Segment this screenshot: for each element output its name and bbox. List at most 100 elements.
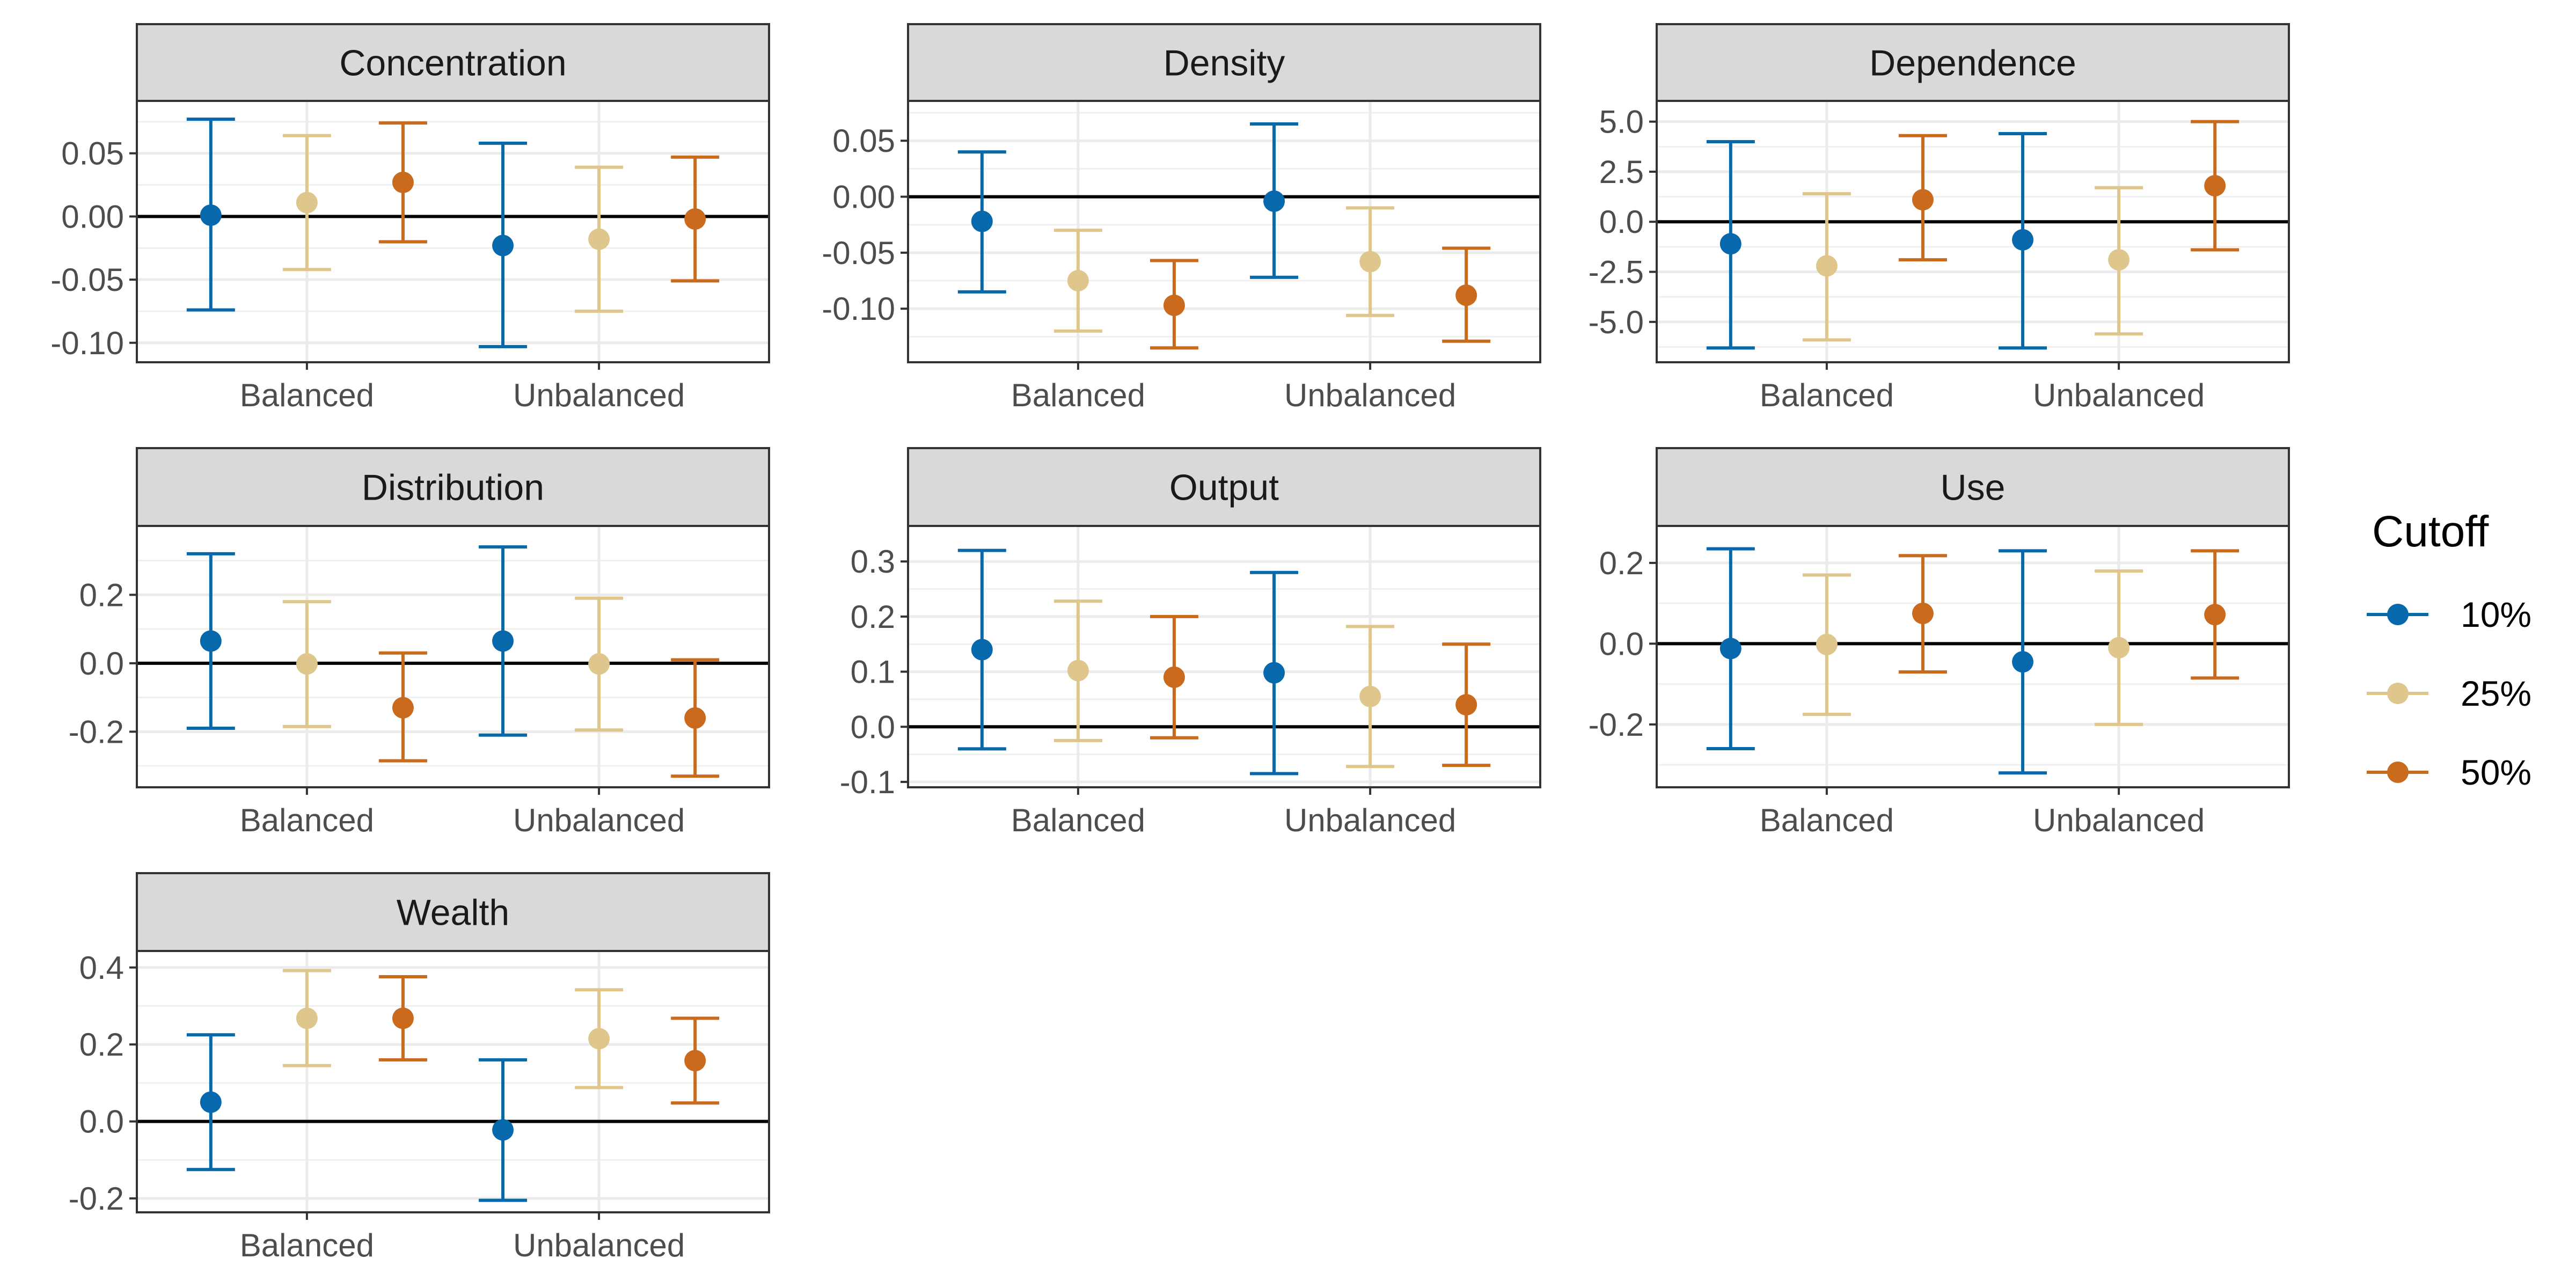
legend-label: 25% <box>2461 674 2531 713</box>
point-series-10pct-balanced <box>1719 233 1741 255</box>
legend-key-50pct: 50% <box>2367 752 2531 792</box>
panel-use: Use 0.2 0.0 -0.2 Balanced Unbalanced <box>1589 447 2290 838</box>
strip-distribution <box>136 447 770 527</box>
point-series-50pct-balanced <box>392 1007 414 1029</box>
strip-concentration <box>136 23 770 102</box>
strip-title: Density <box>1163 43 1285 84</box>
plot-area <box>908 101 1540 362</box>
panel-wealth: Wealth 0.4 0.2 0.0 -0.2 Balanced Unbalanced <box>69 872 770 1263</box>
panel-distribution: Distribution 0.2 0.0 -0.2 Balanced Unbalanced <box>69 447 770 838</box>
panel-density: Density 0.05 0.00 -0.05 -0.10 Balanced Unbalan… <box>822 23 1541 413</box>
y-tick-label: -0.05 <box>822 235 895 271</box>
strip-title: Distribution <box>362 467 544 508</box>
panel-output: Output 0.3 0.2 0.1 0.0 -0.1 Balanced Unbalanced <box>840 447 1541 838</box>
y-tick-label: -0.2 <box>69 714 124 750</box>
point-series-10pct-unbalanced <box>492 1119 514 1141</box>
y-tick-label: -0.10 <box>822 291 895 327</box>
point-series-25pct-balanced <box>296 1007 318 1029</box>
point-series-10pct-unbalanced <box>492 235 514 257</box>
point-series-50pct-balanced <box>392 697 414 719</box>
legend-label: 10% <box>2461 595 2531 634</box>
x-tick-label: Unbalanced <box>513 1227 685 1263</box>
point-series-50pct-unbalanced <box>2204 604 2226 626</box>
panel-dependence: Dependence 5.0 2.5 0.0 -2.5 -5.0 Balanced Unbal… <box>1589 23 2290 413</box>
panel-concentration: Concentration 0.05 0.00 -0.05 -0.10 Balanced U… <box>50 23 770 413</box>
x-tick-label: Balanced <box>1760 802 1894 838</box>
strip-title: Wealth <box>397 892 509 933</box>
legend-title: Cutoff <box>2372 507 2489 556</box>
y-tick-label: 2.5 <box>1599 154 1644 190</box>
y-tick-label: 0.2 <box>79 577 124 613</box>
y-tick-label: 0.0 <box>79 1104 124 1140</box>
x-tick-label: Balanced <box>240 802 374 838</box>
point-series-50pct-unbalanced <box>684 208 706 230</box>
legend-point <box>2387 762 2409 783</box>
point-series-10pct-unbalanced <box>1263 190 1285 212</box>
point-series-25pct-unbalanced <box>1359 685 1381 707</box>
point-series-25pct-unbalanced <box>588 653 610 675</box>
point-series-50pct-balanced <box>392 171 414 193</box>
strip-output <box>907 447 1541 527</box>
point-series-50pct-unbalanced <box>684 1050 706 1072</box>
point-series-25pct-balanced <box>1067 270 1089 292</box>
y-tick-label: 0.0 <box>1599 626 1644 662</box>
point-series-10pct-balanced <box>200 204 222 226</box>
x-tick-label: Unbalanced <box>2033 377 2205 413</box>
point-series-50pct-unbalanced <box>1455 284 1477 306</box>
x-tick-label: Balanced <box>1011 377 1145 413</box>
plot-area <box>137 951 769 1212</box>
y-tick-label: -0.05 <box>50 262 124 298</box>
y-tick-label: 0.0 <box>79 646 124 682</box>
strip-title: Use <box>1941 467 2006 508</box>
point-series-50pct-balanced <box>1912 189 1934 211</box>
x-tick-label: Balanced <box>240 1227 374 1263</box>
x-tick-label: Unbalanced <box>513 377 685 413</box>
point-series-25pct-unbalanced <box>2108 249 2130 271</box>
point-series-25pct-unbalanced <box>588 1028 610 1050</box>
point-series-10pct-balanced <box>200 630 222 652</box>
y-tick-label: -0.2 <box>1589 707 1644 743</box>
y-tick-label: -2.5 <box>1589 254 1644 290</box>
plot-area <box>137 101 769 362</box>
point-series-10pct-unbalanced <box>2012 651 2034 673</box>
x-tick-label: Balanced <box>240 377 374 413</box>
point-series-50pct-balanced <box>1163 294 1185 316</box>
y-tick-label: 5.0 <box>1599 104 1644 140</box>
point-series-25pct-unbalanced <box>588 228 610 250</box>
y-tick-label: -5.0 <box>1589 304 1644 340</box>
strip-title: Concentration <box>339 43 566 84</box>
strip-dependence <box>1656 23 2290 102</box>
strip-use <box>1656 447 2290 527</box>
point-series-10pct-balanced <box>971 210 993 232</box>
legend-key-25pct: 25% <box>2367 674 2531 713</box>
point-series-25pct-balanced <box>1816 633 1838 655</box>
strip-wealth <box>136 872 770 952</box>
legend-point <box>2387 683 2409 704</box>
point-series-25pct-unbalanced <box>1359 251 1381 273</box>
x-tick-label: Balanced <box>1760 377 1894 413</box>
point-series-25pct-balanced <box>1816 255 1838 277</box>
point-series-25pct-unbalanced <box>2108 636 2130 658</box>
legend-keys: 10% 25% 50% <box>2367 595 2531 792</box>
y-tick-label: -0.10 <box>50 325 124 361</box>
point-series-50pct-unbalanced <box>2204 175 2226 197</box>
point-series-10pct-balanced <box>1719 638 1741 660</box>
y-tick-label: 0.00 <box>61 199 124 235</box>
y-tick-label: 0.05 <box>832 123 895 159</box>
plot-area <box>1657 101 2289 362</box>
strip-title: Output <box>1169 467 1279 508</box>
strip-density <box>907 23 1541 102</box>
legend-key-10pct: 10% <box>2367 595 2531 634</box>
plot-area <box>908 526 1540 787</box>
x-tick-label: Balanced <box>1011 802 1145 838</box>
x-tick-label: Unbalanced <box>1284 377 1456 413</box>
x-tick-label: Unbalanced <box>1284 802 1456 838</box>
legend: Cutoff 10% 25% 50% <box>2367 507 2531 792</box>
y-tick-label: 0.4 <box>79 950 124 986</box>
y-tick-label: 0.3 <box>851 544 895 580</box>
point-series-25pct-balanced <box>296 192 318 214</box>
point-series-50pct-unbalanced <box>1455 694 1477 716</box>
y-tick-label: 0.2 <box>79 1027 124 1063</box>
plot-area <box>1657 526 2289 787</box>
